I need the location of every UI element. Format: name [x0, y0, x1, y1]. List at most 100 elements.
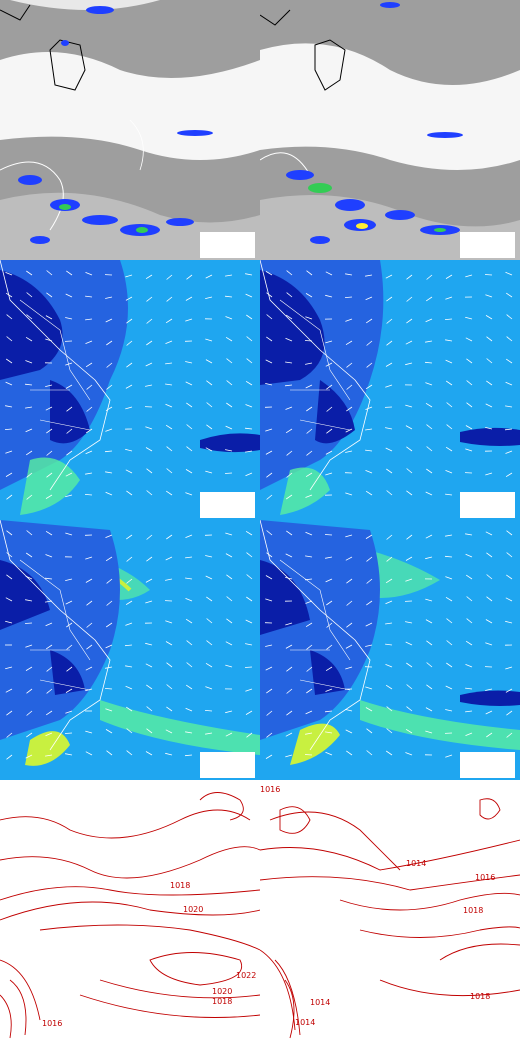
wind-arrow: [426, 446, 433, 452]
wind-arrow: [85, 472, 93, 475]
wind-arrow: [505, 271, 513, 276]
wind-arrow: [226, 380, 233, 386]
wind-arrow: [45, 732, 53, 737]
wind-arrow: [465, 710, 473, 713]
wind-arrow: [485, 294, 493, 298]
wind-arrow: [286, 472, 293, 478]
wind-arrow: [106, 362, 113, 368]
wind-arrow: [406, 662, 413, 668]
wind-arrow: [225, 336, 233, 342]
wind-arrow: [465, 553, 473, 558]
wind-arrow: [245, 404, 253, 408]
wind-arrow: [125, 469, 133, 474]
wind-arrow: [205, 338, 213, 342]
wind-arrow: [125, 384, 133, 389]
wind-arrow: [6, 574, 13, 580]
wind-arrow: [285, 622, 293, 626]
wind-arrow: [506, 710, 513, 716]
wind-arrow: [105, 644, 113, 649]
wind-arrow: [245, 273, 253, 276]
wind-arrow: [485, 710, 493, 715]
wind-arrow: [125, 685, 133, 690]
wind-arrow: [446, 618, 453, 624]
wind-arrow: [6, 710, 13, 716]
wind-arrow: [126, 318, 133, 324]
wind-arrow: [6, 314, 13, 320]
wind-arrow: [185, 598, 193, 602]
wind-arrow: [405, 621, 413, 624]
wind-arrow: [425, 318, 433, 323]
wind-arrow: [5, 450, 13, 454]
wind-arrow: [85, 666, 93, 671]
wind-arrow: [266, 336, 273, 342]
wind-arrow: [265, 598, 273, 602]
wind-arrow: [186, 424, 193, 430]
wind-arrow: [425, 402, 433, 408]
wind-arrow: [445, 296, 453, 300]
wind-arrow: [225, 532, 233, 536]
wind-arrow: [165, 362, 173, 365]
wind-arrow: [445, 274, 453, 279]
wind-arrow: [226, 596, 233, 602]
wind-arrow: [505, 450, 513, 454]
wind-arrow: [305, 600, 313, 604]
precip-band: [286, 2, 463, 244]
wind-arrow: [325, 666, 333, 672]
isobar-label: 1014: [310, 998, 330, 1007]
wind-arrow: [126, 556, 133, 562]
wind-arrow: [85, 295, 93, 298]
wind-arrow: [265, 428, 273, 432]
wind-arrow: [286, 450, 293, 456]
wind-arrow: [406, 296, 413, 302]
wind-arrow: [345, 428, 353, 433]
wind-arrow: [66, 406, 73, 412]
wind-arrow: [504, 428, 513, 431]
wind-arrow: [505, 358, 513, 364]
wind-arrow: [25, 754, 33, 759]
wind-arrow: [285, 406, 293, 410]
wind-arrow: [5, 688, 13, 693]
wind-arrow: [465, 533, 473, 536]
wind-arrow: [65, 293, 73, 298]
wind-arrow: [326, 622, 333, 628]
wind-arrow: [305, 362, 313, 365]
wind-arrow: [326, 428, 333, 434]
wind-arrow: [505, 405, 513, 408]
wind-arrow: [465, 664, 473, 668]
wind-arrow: [5, 292, 13, 298]
wind-arrow: [125, 448, 133, 452]
wind-arrow: [465, 425, 473, 430]
wind-arrow: [5, 472, 13, 477]
wind-arrow: [465, 337, 473, 342]
wind-arrow: [405, 578, 413, 582]
isobar-label: 1014: [406, 859, 426, 868]
wind-arrow: [225, 732, 233, 737]
wind-arrow: [166, 706, 173, 712]
wind-arrow: [245, 293, 253, 298]
wind-arrow: [405, 425, 413, 430]
wind-arrow: [306, 688, 313, 694]
wind-arrow: [105, 428, 113, 432]
wind-arrow: [185, 361, 193, 364]
wind-arrow: [286, 292, 293, 298]
wind-arrow: [226, 618, 233, 624]
wind-arrow: [345, 534, 353, 538]
wind-arrow: [105, 471, 113, 474]
wind-arrow: [326, 644, 333, 650]
wind-arrow: [385, 684, 393, 690]
wind-arrow: [85, 578, 93, 583]
wind-arrow: [305, 710, 313, 715]
wind-arrow: [425, 296, 433, 302]
wind-arrow: [165, 490, 173, 496]
wind-arrow: [325, 450, 333, 455]
wind-arrow: [304, 340, 313, 342]
wind-arrow: [126, 750, 133, 756]
wind-arrow: [325, 472, 333, 476]
wind-arrow: [386, 490, 393, 496]
wind-arrow: [466, 380, 473, 386]
wind-arrow: [65, 578, 73, 581]
wind-arrow: [365, 406, 373, 410]
wind-arrow: [86, 406, 93, 412]
wind-arrow: [205, 662, 213, 668]
wind-arrow: [6, 754, 13, 760]
